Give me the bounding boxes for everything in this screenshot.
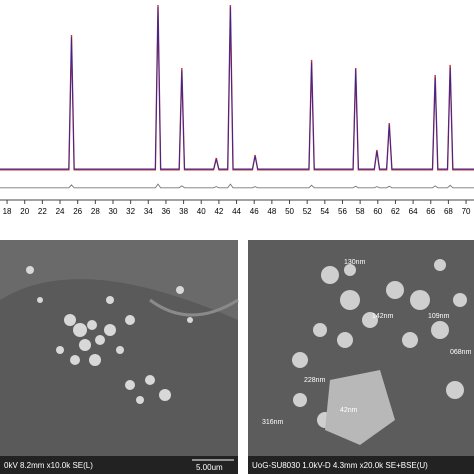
annotation: 42nm	[340, 407, 358, 414]
x-tick-label: 28	[91, 207, 100, 216]
x-tick-label: 64	[409, 207, 418, 216]
x-tick-label: 56	[338, 207, 347, 216]
caption: 0kV 8.2mm x10.0k SE(L)	[4, 461, 93, 470]
x-tick-label: 36	[161, 207, 170, 216]
annotation: 316nm	[262, 419, 284, 426]
x-tick-label: 66	[426, 207, 435, 216]
texture	[0, 279, 238, 474]
annotation: 228nm	[304, 377, 326, 384]
x-tick-label: 52	[303, 207, 312, 216]
x-tick-label: 18	[3, 207, 12, 216]
x-tick-label: 38	[179, 207, 188, 216]
x-tick-label: 70	[462, 207, 471, 216]
x-tick-label: 48	[267, 207, 276, 216]
x-tick-label: 60	[373, 207, 382, 216]
annotation: 109nm	[428, 313, 450, 320]
annotation: 130nm	[344, 259, 366, 266]
x-tick-label: 20	[20, 207, 29, 216]
x-tick-label: 34	[144, 207, 153, 216]
particles	[26, 266, 193, 404]
sem-right: 130nm 142nm 109nm 228nm 068nm 316nm 42nm…	[248, 240, 474, 474]
x-tick-label: 26	[73, 207, 82, 216]
x-tick-label: 58	[356, 207, 365, 216]
annotation: 068nm	[450, 349, 472, 356]
caption: UoG-SU8030 1.0kV-D 4.3mm x20.0k SE+BSE(U…	[252, 461, 428, 470]
info-bar	[0, 456, 238, 474]
annotation: 142nm	[372, 313, 394, 320]
x-tick-label: 54	[320, 207, 329, 216]
x-tick-label: 68	[444, 207, 453, 216]
series-line	[0, 5, 474, 171]
xrd-plot: 18 20 22 24 26 28 30 32 34 36 38 40 42 44 46 48 50 52 54 56…	[0, 5, 474, 216]
scale-label: 5.00um	[196, 463, 223, 472]
texture	[149, 298, 239, 317]
sem-left: 0kV 8.2mm x10.0k SE(L) 5.00um	[0, 240, 239, 474]
x-tick-label: 62	[391, 207, 400, 216]
x-tick-label: 46	[250, 207, 259, 216]
x-tick-label: 24	[56, 207, 65, 216]
x-tick-label: 30	[109, 207, 118, 216]
x-tick-label: 32	[126, 207, 135, 216]
x-tick-label: 44	[232, 207, 241, 216]
x-tick-label: 50	[285, 207, 294, 216]
x-tick-label: 40	[197, 207, 206, 216]
series-line	[0, 183, 474, 189]
info-bar	[248, 456, 474, 474]
x-tick-label: 22	[38, 207, 47, 216]
x-tick-label: 42	[214, 207, 223, 216]
platelet	[325, 370, 395, 445]
series-line	[0, 7, 474, 170]
